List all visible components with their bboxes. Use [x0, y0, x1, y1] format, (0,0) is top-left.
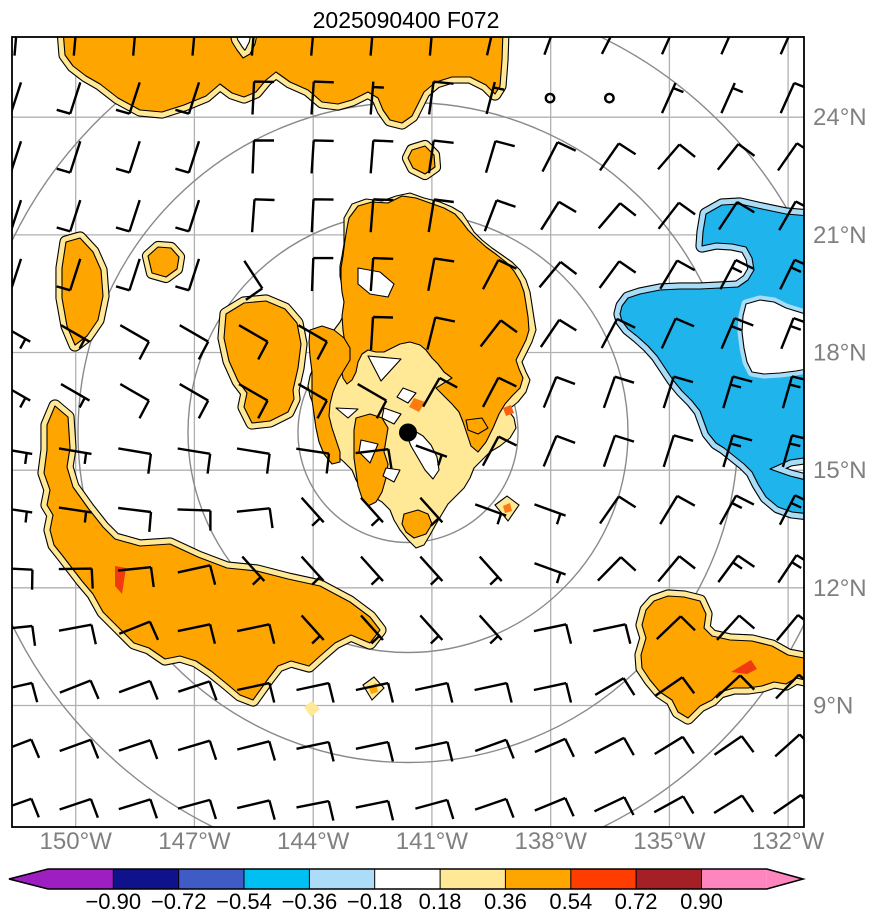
svg-text:−0.54: −0.54 [216, 889, 272, 914]
svg-text:−0.90: −0.90 [85, 889, 141, 914]
svg-text:138°W: 138°W [515, 828, 588, 855]
svg-text:9°N: 9°N [813, 693, 853, 720]
svg-text:−0.36: −0.36 [282, 889, 338, 914]
svg-text:147°W: 147°W [158, 828, 231, 855]
svg-text:−0.18: −0.18 [347, 889, 403, 914]
svg-text:132°W: 132°W [752, 828, 825, 855]
svg-text:141°W: 141°W [396, 828, 469, 855]
svg-text:15°N: 15°N [813, 457, 867, 484]
svg-text:24°N: 24°N [813, 104, 867, 131]
svg-text:2025090400 F072: 2025090400 F072 [313, 7, 500, 33]
svg-text:−0.72: −0.72 [151, 889, 207, 914]
svg-text:144°W: 144°W [277, 828, 350, 855]
svg-text:0.54: 0.54 [549, 889, 592, 914]
svg-text:18°N: 18°N [813, 340, 867, 367]
svg-text:0.18: 0.18 [419, 889, 462, 914]
svg-text:21°N: 21°N [813, 222, 867, 249]
svg-text:12°N: 12°N [813, 575, 867, 602]
svg-text:0.72: 0.72 [615, 889, 658, 914]
svg-text:150°W: 150°W [40, 828, 113, 855]
svg-text:0.90: 0.90 [680, 889, 723, 914]
svg-text:0.36: 0.36 [484, 889, 527, 914]
svg-text:135°W: 135°W [633, 828, 706, 855]
